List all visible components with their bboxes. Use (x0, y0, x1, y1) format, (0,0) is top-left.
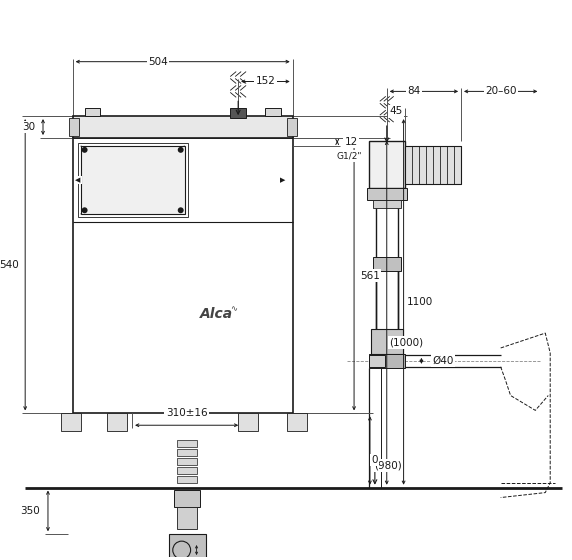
Text: 152: 152 (256, 77, 275, 86)
Text: (980): (980) (374, 460, 402, 470)
Bar (412, 146, 419, 184)
Bar (404, 146, 412, 184)
Circle shape (178, 147, 184, 153)
Text: ▶: ▶ (280, 177, 285, 183)
Text: 84: 84 (407, 86, 420, 96)
Bar (419, 146, 426, 184)
Text: 0: 0 (372, 455, 378, 465)
Bar (369, 141, 404, 189)
Bar (81, 146, 185, 214)
Text: 1100: 1100 (406, 297, 432, 307)
Bar (108, 413, 127, 431)
Circle shape (82, 207, 88, 213)
Bar (426, 146, 433, 184)
Bar (454, 146, 461, 184)
Bar (369, 355, 385, 367)
Text: ◀: ◀ (75, 177, 81, 183)
Bar (174, 489, 200, 507)
Text: 30: 30 (22, 122, 35, 132)
Bar (238, 413, 258, 431)
Bar (61, 413, 81, 431)
Text: (1000): (1000) (390, 338, 424, 348)
Text: 504: 504 (148, 57, 168, 67)
Text: 310±16: 310±16 (166, 408, 208, 418)
Text: 540: 540 (0, 260, 19, 270)
Bar (73, 138, 293, 413)
Bar (177, 507, 197, 529)
Bar (373, 200, 400, 208)
Text: Alca: Alca (200, 307, 233, 321)
Bar (265, 108, 281, 116)
Bar (440, 146, 447, 184)
Bar (73, 116, 293, 138)
Bar (69, 118, 79, 136)
Bar (177, 467, 197, 474)
Text: 350: 350 (20, 506, 40, 516)
Circle shape (178, 207, 184, 213)
Bar (177, 458, 197, 465)
Text: Ø40: Ø40 (432, 356, 454, 366)
Bar (447, 146, 454, 184)
Bar (367, 189, 407, 200)
Text: G1/2": G1/2" (336, 151, 362, 160)
Bar (287, 118, 297, 136)
Bar (169, 534, 206, 560)
Text: 45: 45 (389, 106, 402, 116)
Bar (373, 256, 400, 270)
Bar (177, 449, 197, 456)
Bar (78, 143, 188, 217)
Text: 12: 12 (344, 137, 358, 147)
Circle shape (82, 147, 88, 153)
Bar (85, 108, 101, 116)
Text: 20–60: 20–60 (485, 86, 517, 96)
Bar (369, 354, 404, 368)
Bar (371, 329, 403, 354)
Bar (231, 108, 246, 118)
Bar (177, 476, 197, 483)
Bar (177, 440, 197, 447)
Bar (433, 146, 440, 184)
Text: 561: 561 (360, 270, 380, 281)
Bar (404, 146, 461, 184)
Bar (287, 413, 307, 431)
Text: ∿: ∿ (230, 304, 237, 313)
